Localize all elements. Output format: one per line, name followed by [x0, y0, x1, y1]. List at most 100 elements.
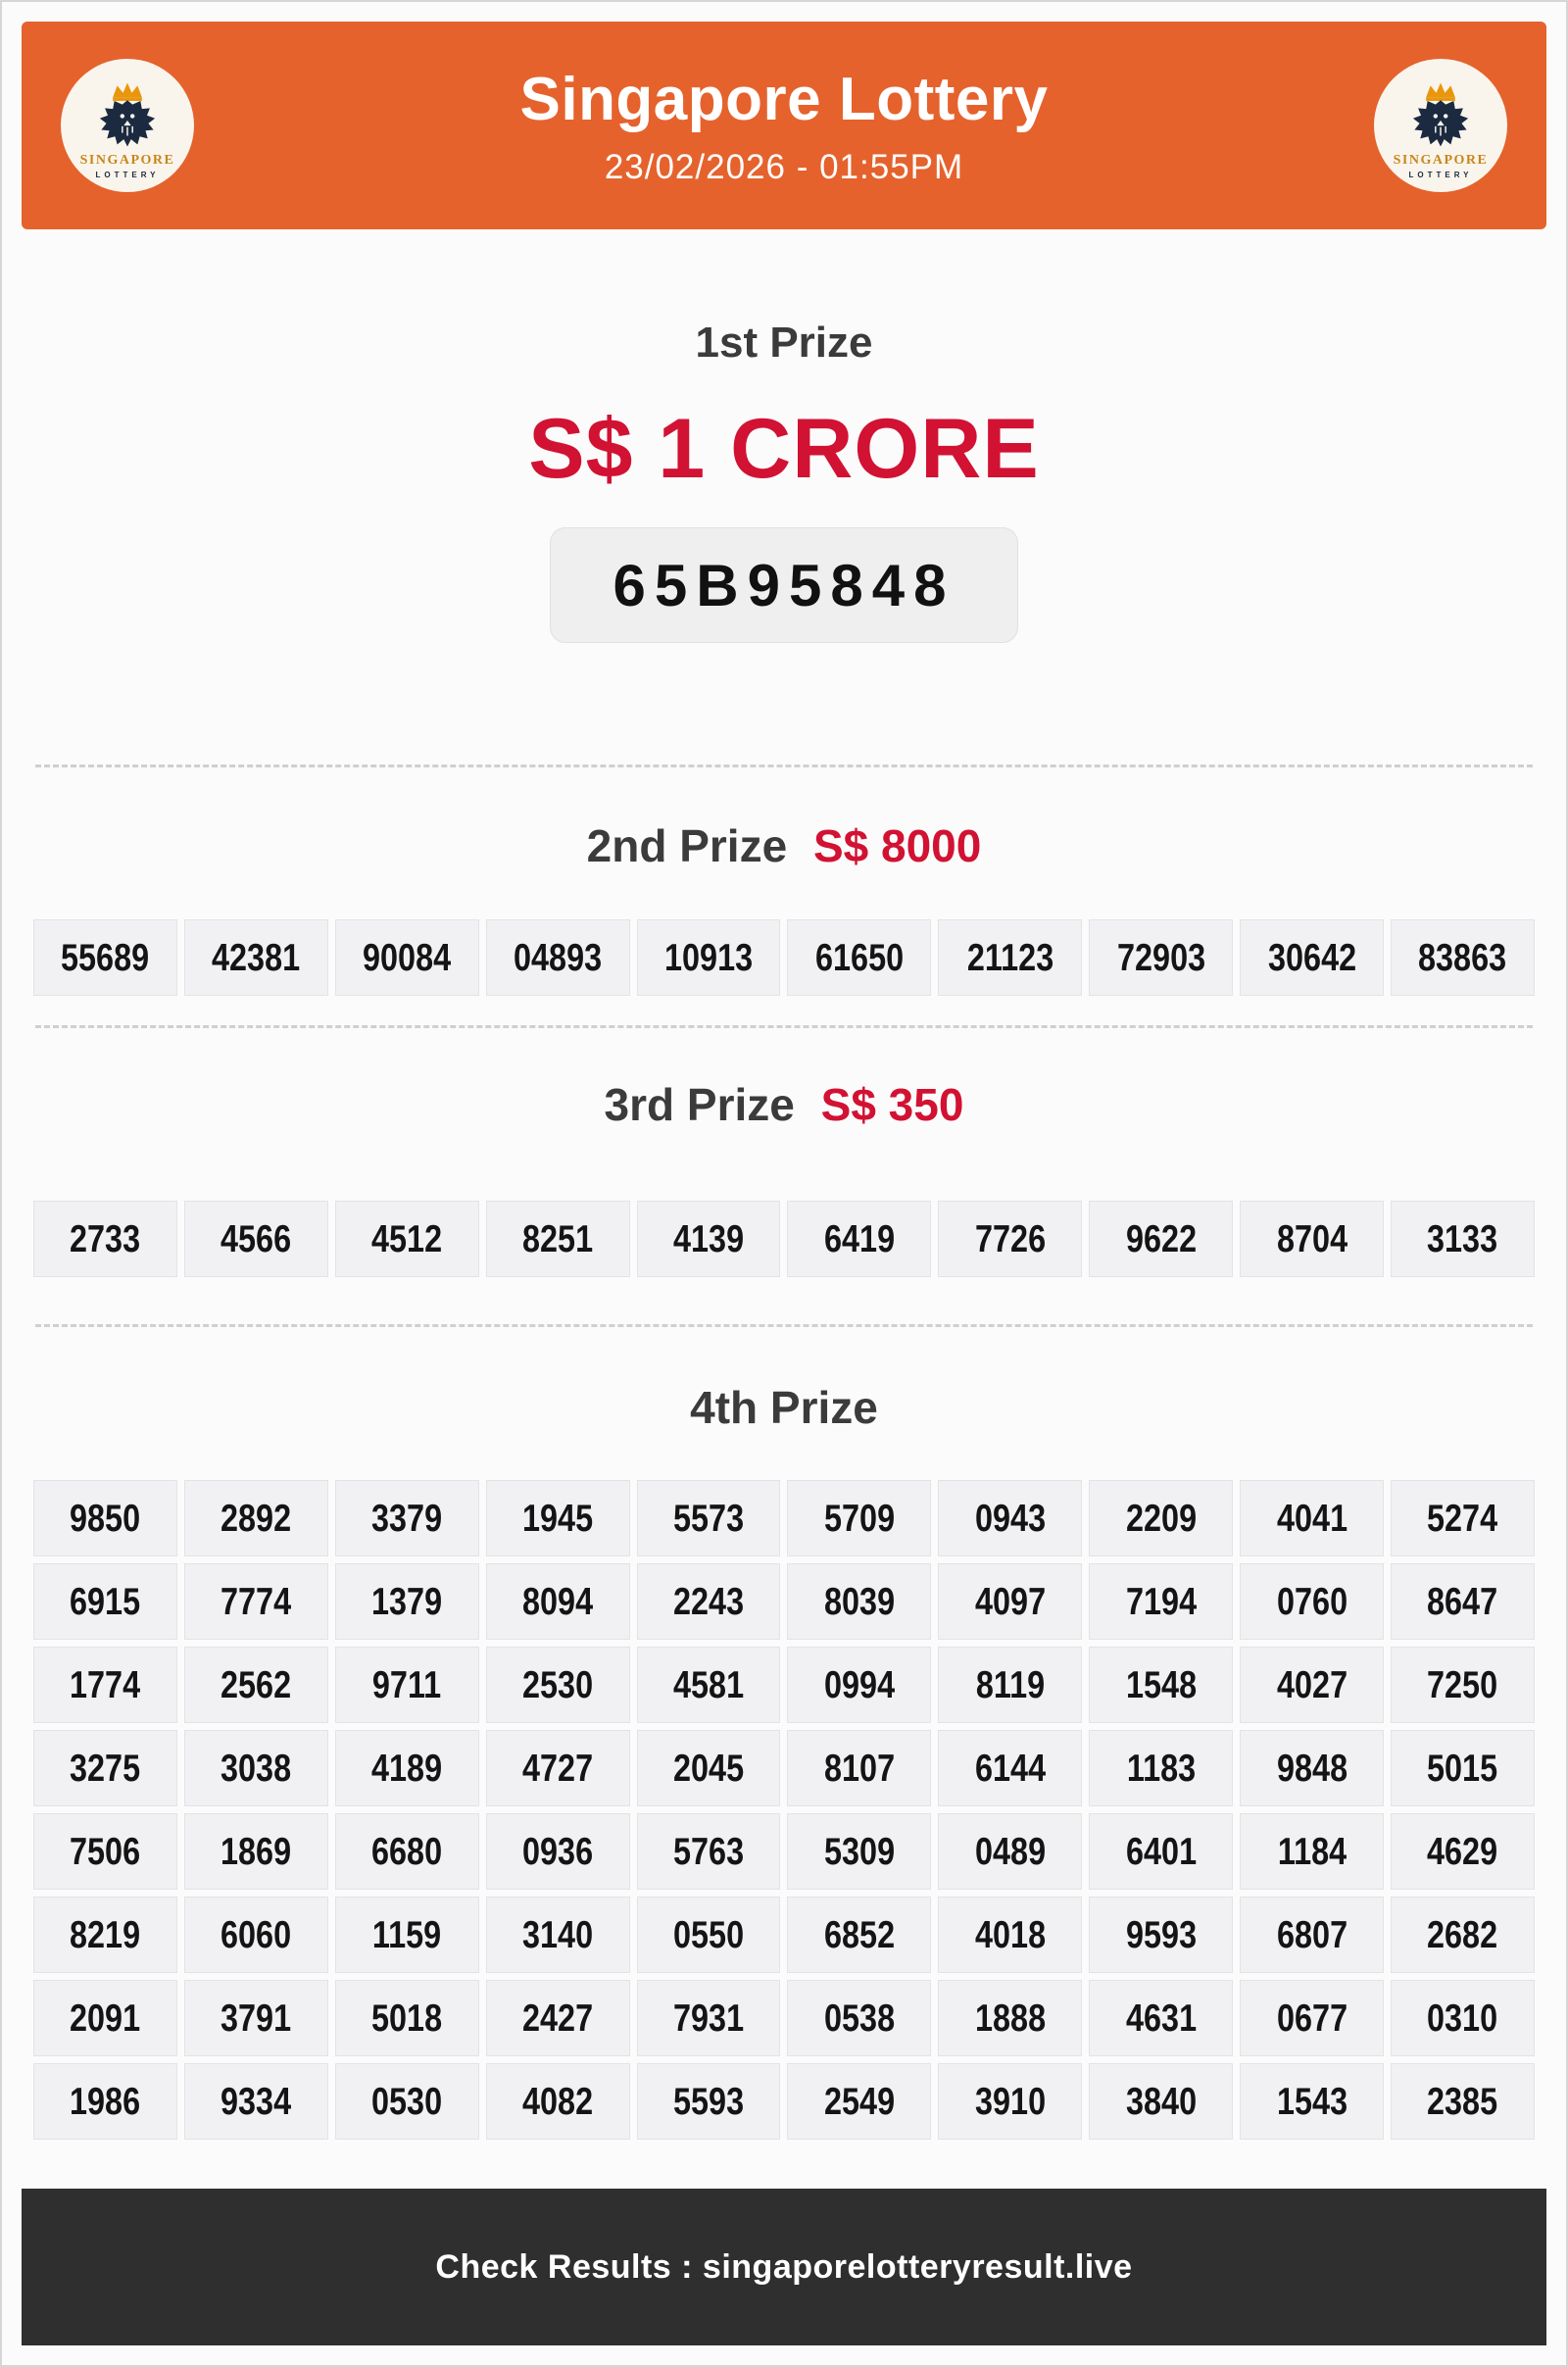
prize-number-cell: 2530 [485, 1647, 630, 1723]
prize-number-cell: 2091 [33, 1980, 177, 2056]
prize-number-cell: 3038 [183, 1730, 328, 1806]
prize-number-cell: 0760 [1240, 1563, 1385, 1640]
prize-number-cell: 2549 [787, 2063, 932, 2140]
second-prize-heading: 2nd Prize S$ 8000 [22, 816, 1546, 875]
prize-number-cell: 04893 [485, 919, 630, 996]
prize-number-cell: 7774 [183, 1563, 328, 1640]
prize-number-cell: 7194 [1089, 1563, 1234, 1640]
prize-number-cell: 1159 [334, 1897, 479, 1973]
prize-number-cell: 61650 [787, 919, 932, 996]
prize-number-cell: 5709 [787, 1480, 932, 1556]
prize-number-cell: 4581 [636, 1647, 781, 1723]
third-prize-number-grid: 2733 4566 4512 8251 4139 6419 7726 9622 8704 3133 [33, 1201, 1535, 1277]
prize-number-cell: 2385 [1391, 2063, 1535, 2140]
prize-number-cell: 5309 [787, 1813, 932, 1890]
prize-number-cell: 90084 [334, 919, 479, 996]
prize-number-cell: 6144 [938, 1730, 1083, 1806]
page-title: Singapore Lottery [519, 65, 1049, 133]
logo-left: SINGAPORE LOTTERY [61, 59, 194, 192]
prize-number-cell: 0530 [334, 2063, 479, 2140]
prize-number-cell: 1888 [938, 1980, 1083, 2056]
prize-number-cell: 6680 [334, 1813, 479, 1890]
prize-number-cell: 5573 [636, 1480, 781, 1556]
prize-number-cell: 4629 [1391, 1813, 1535, 1890]
prize-number-cell: 8704 [1240, 1201, 1385, 1277]
prize-number-cell: 3791 [183, 1980, 328, 2056]
third-prize-label: 3rd Prize [604, 1079, 795, 1130]
fourth-prize-heading: 4th Prize [690, 1382, 878, 1433]
crown-icon [1426, 81, 1455, 97]
logo-text-singapore: SINGAPORE [79, 152, 175, 168]
prize-number-cell: 4097 [938, 1563, 1083, 1640]
prize-number-cell: 4727 [485, 1730, 630, 1806]
prize-number-cell: 5593 [636, 2063, 781, 2140]
prize-number-cell: 7250 [1391, 1647, 1535, 1723]
first-prize-number-box: 65B95848 [549, 527, 1019, 643]
third-prize-amount: S$ 350 [820, 1079, 964, 1130]
prize-number-cell: 2045 [636, 1730, 781, 1806]
prize-number-cell: 3840 [1089, 2063, 1234, 2140]
prize-number-cell: 0943 [938, 1480, 1083, 1556]
prize-number-cell: 3910 [938, 2063, 1083, 2140]
prize-number-cell: 4027 [1240, 1647, 1385, 1723]
prize-number-cell: 1869 [183, 1813, 328, 1890]
prize-number-cell: 55689 [33, 919, 177, 996]
section-divider [35, 1324, 1533, 1327]
prize-number-cell: 1774 [33, 1647, 177, 1723]
prize-number-cell: 2562 [183, 1647, 328, 1723]
second-prize-amount: S$ 8000 [812, 820, 982, 871]
prize-number-cell: 2733 [33, 1201, 177, 1277]
prize-number-cell: 8119 [938, 1647, 1083, 1723]
header-banner: SINGAPORE LOTTERY Singapore Lottery 23/0… [22, 22, 1546, 229]
third-prize-heading: 3rd Prize S$ 350 [22, 1075, 1546, 1134]
prize-number-cell: 0677 [1240, 1980, 1385, 2056]
prize-number-cell: 1184 [1240, 1813, 1385, 1890]
prize-number-cell: 6915 [33, 1563, 177, 1640]
prize-number-cell: 9334 [183, 2063, 328, 2140]
prize-number-cell: 8219 [33, 1897, 177, 1973]
fourth-prize-number-grid: 9850 2892 3379 1945 5573 5709 0943 2209 4041 5274… [33, 1480, 1535, 2140]
prize-number-cell: 4018 [938, 1897, 1083, 1973]
prize-number-cell: 8107 [787, 1730, 932, 1806]
prize-number-cell: 4566 [183, 1201, 328, 1277]
prize-number-cell: 9711 [334, 1647, 479, 1723]
prize-number-cell: 1548 [1089, 1647, 1234, 1723]
prize-number-cell: 9850 [33, 1480, 177, 1556]
draw-datetime: 23/02/2026 - 01:55PM [604, 147, 964, 186]
prize-number-cell: 5018 [334, 1980, 479, 2056]
prize-number-cell: 0538 [787, 1980, 932, 2056]
prize-number-cell: 1543 [1240, 2063, 1385, 2140]
prize-number-cell: 42381 [183, 919, 328, 996]
crown-icon [113, 81, 142, 97]
prize-number-cell: 4512 [334, 1201, 479, 1277]
prize-number-cell: 4041 [1240, 1480, 1385, 1556]
prize-number-cell: 30642 [1240, 919, 1385, 996]
prize-number-cell: 3133 [1391, 1201, 1535, 1277]
prize-number-cell: 2682 [1391, 1897, 1535, 1973]
prize-number-cell: 1379 [334, 1563, 479, 1640]
first-prize-heading: 1st Prize [695, 319, 873, 367]
prize-number-cell: 1945 [485, 1480, 630, 1556]
logo-right: SINGAPORE LOTTERY [1374, 59, 1507, 192]
prize-number-cell: 3379 [334, 1480, 479, 1556]
prize-number-cell: 7931 [636, 1980, 781, 2056]
prize-number-cell: 9593 [1089, 1897, 1234, 1973]
prize-number-cell: 0310 [1391, 1980, 1535, 2056]
section-divider [35, 764, 1533, 767]
prize-number-cell: 9622 [1089, 1201, 1234, 1277]
prize-number-cell: 5274 [1391, 1480, 1535, 1556]
footer-check-results-text: Check Results : singaporelotteryresult.l… [435, 2247, 1133, 2286]
prize-number-cell: 6807 [1240, 1897, 1385, 1973]
prize-number-cell: 8647 [1391, 1563, 1535, 1640]
second-prize-number-grid: 55689 42381 90084 04893 10913 61650 21123 72903… [33, 919, 1535, 996]
logo-text-lottery: LOTTERY [95, 170, 160, 179]
prize-number-cell: 21123 [938, 919, 1083, 996]
second-prize-label: 2nd Prize [586, 820, 788, 871]
prize-number-cell: 2892 [183, 1480, 328, 1556]
prize-number-cell: 6419 [787, 1201, 932, 1277]
prize-number-cell: 4631 [1089, 1980, 1234, 2056]
prize-number-cell: 6401 [1089, 1813, 1234, 1890]
prize-number-cell: 8039 [787, 1563, 932, 1640]
prize-number-cell: 2243 [636, 1563, 781, 1640]
